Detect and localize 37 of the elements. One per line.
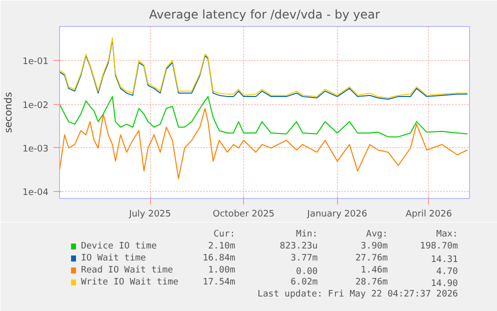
x-tick-label: October 2025 — [212, 210, 275, 220]
text: Min: — [296, 230, 318, 240]
x-tick-label: July 2025 — [128, 210, 172, 220]
line-series — [60, 108, 468, 180]
text: 1.00m — [208, 266, 236, 276]
text: Last update: Fri May 22 04:27:37 2026 — [257, 290, 458, 300]
line-series — [60, 96, 468, 138]
legend-label: Read IO Wait time — [80, 266, 174, 276]
legend-label: Write IO Wait time — [80, 278, 178, 288]
text: Avg: — [366, 230, 388, 240]
text: 17.54m — [202, 278, 236, 288]
y-axis-title: seconds — [4, 92, 15, 133]
y-tick-label: 1e-02 — [22, 100, 49, 111]
text: 27.76m — [355, 254, 388, 264]
text: Max: — [436, 230, 458, 240]
text: 14.31 — [430, 255, 458, 265]
text: 3.77m — [290, 254, 318, 264]
text: 6.02m — [290, 278, 318, 288]
text: 823.23u — [280, 242, 318, 252]
legend-label: IO Wait time — [80, 254, 146, 264]
text: 28.76m — [355, 278, 388, 288]
text: 4.70 — [436, 267, 458, 277]
text: 16.84m — [202, 254, 236, 264]
text: 3.90m — [360, 242, 388, 252]
text: 1.46m — [360, 266, 388, 276]
chart-title: Average latency for /dev/vda - by year — [149, 8, 380, 22]
x-tick-label: April 2026 — [406, 210, 452, 220]
y-tick-label: 1e-03 — [22, 144, 49, 154]
y-tick-label: 1e-04 — [22, 188, 49, 198]
text: 14.90 — [430, 279, 458, 289]
x-tick-label: January 2026 — [306, 210, 368, 220]
y-tick-label: 1e-01 — [22, 57, 49, 68]
text: 198.70m — [420, 242, 458, 252]
text: 2.10m — [208, 242, 236, 252]
text: 0.00 — [296, 267, 318, 277]
legend-label: Device IO time — [80, 242, 157, 252]
text: Cur: — [214, 230, 236, 240]
